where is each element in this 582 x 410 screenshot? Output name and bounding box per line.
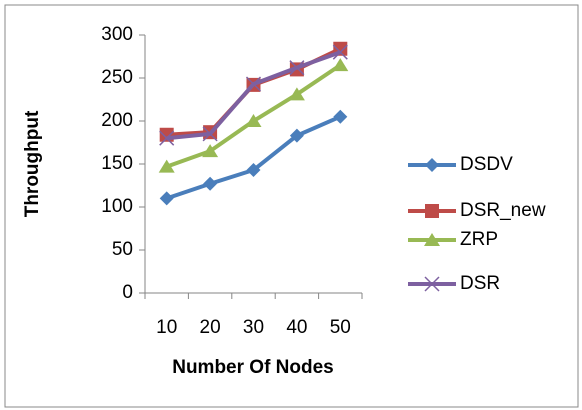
y-tick-label: 300 — [101, 24, 133, 45]
point — [202, 126, 218, 142]
legend-label: DSDV — [460, 154, 513, 175]
point — [159, 130, 175, 146]
point — [245, 76, 262, 92]
x-tick-label: 10 — [156, 317, 177, 338]
y-tick-label: 200 — [101, 110, 133, 131]
point — [288, 87, 305, 101]
legend-marker — [424, 276, 440, 292]
point — [332, 44, 348, 60]
x-tick-label: 30 — [243, 317, 264, 338]
legend-label: ZRP — [460, 229, 498, 250]
point — [203, 176, 218, 191]
legend-entry: DSR_new — [408, 200, 546, 221]
y-tick-label: 150 — [101, 153, 133, 174]
legend-entry: DSR — [408, 273, 500, 294]
point — [159, 191, 174, 206]
legend-marker — [425, 158, 439, 172]
y-tick-label: 100 — [101, 196, 133, 217]
x-tick-label: 40 — [286, 317, 307, 338]
y-axis-label: Throughput — [22, 110, 43, 217]
point — [289, 128, 304, 143]
point — [246, 163, 261, 178]
y-tick-label: 0 — [122, 282, 133, 303]
legend-label: DSR_new — [460, 200, 546, 221]
x-tick-label: 20 — [200, 317, 221, 338]
legend-marker — [424, 233, 440, 246]
point — [202, 144, 219, 158]
point — [332, 58, 349, 72]
legend-entry: DSDV — [408, 154, 513, 175]
point — [158, 159, 175, 173]
x-axis-label: Number Of Nodes — [172, 357, 334, 378]
y-tick-label: 250 — [101, 67, 133, 88]
y-tick-label: 50 — [112, 239, 133, 260]
point — [289, 60, 305, 76]
point — [333, 109, 348, 124]
legend-entry: ZRP — [408, 229, 498, 250]
legend-label: DSR — [460, 273, 500, 294]
legend-marker — [425, 204, 439, 218]
point — [245, 114, 262, 127]
x-tick-label: 50 — [330, 317, 351, 338]
